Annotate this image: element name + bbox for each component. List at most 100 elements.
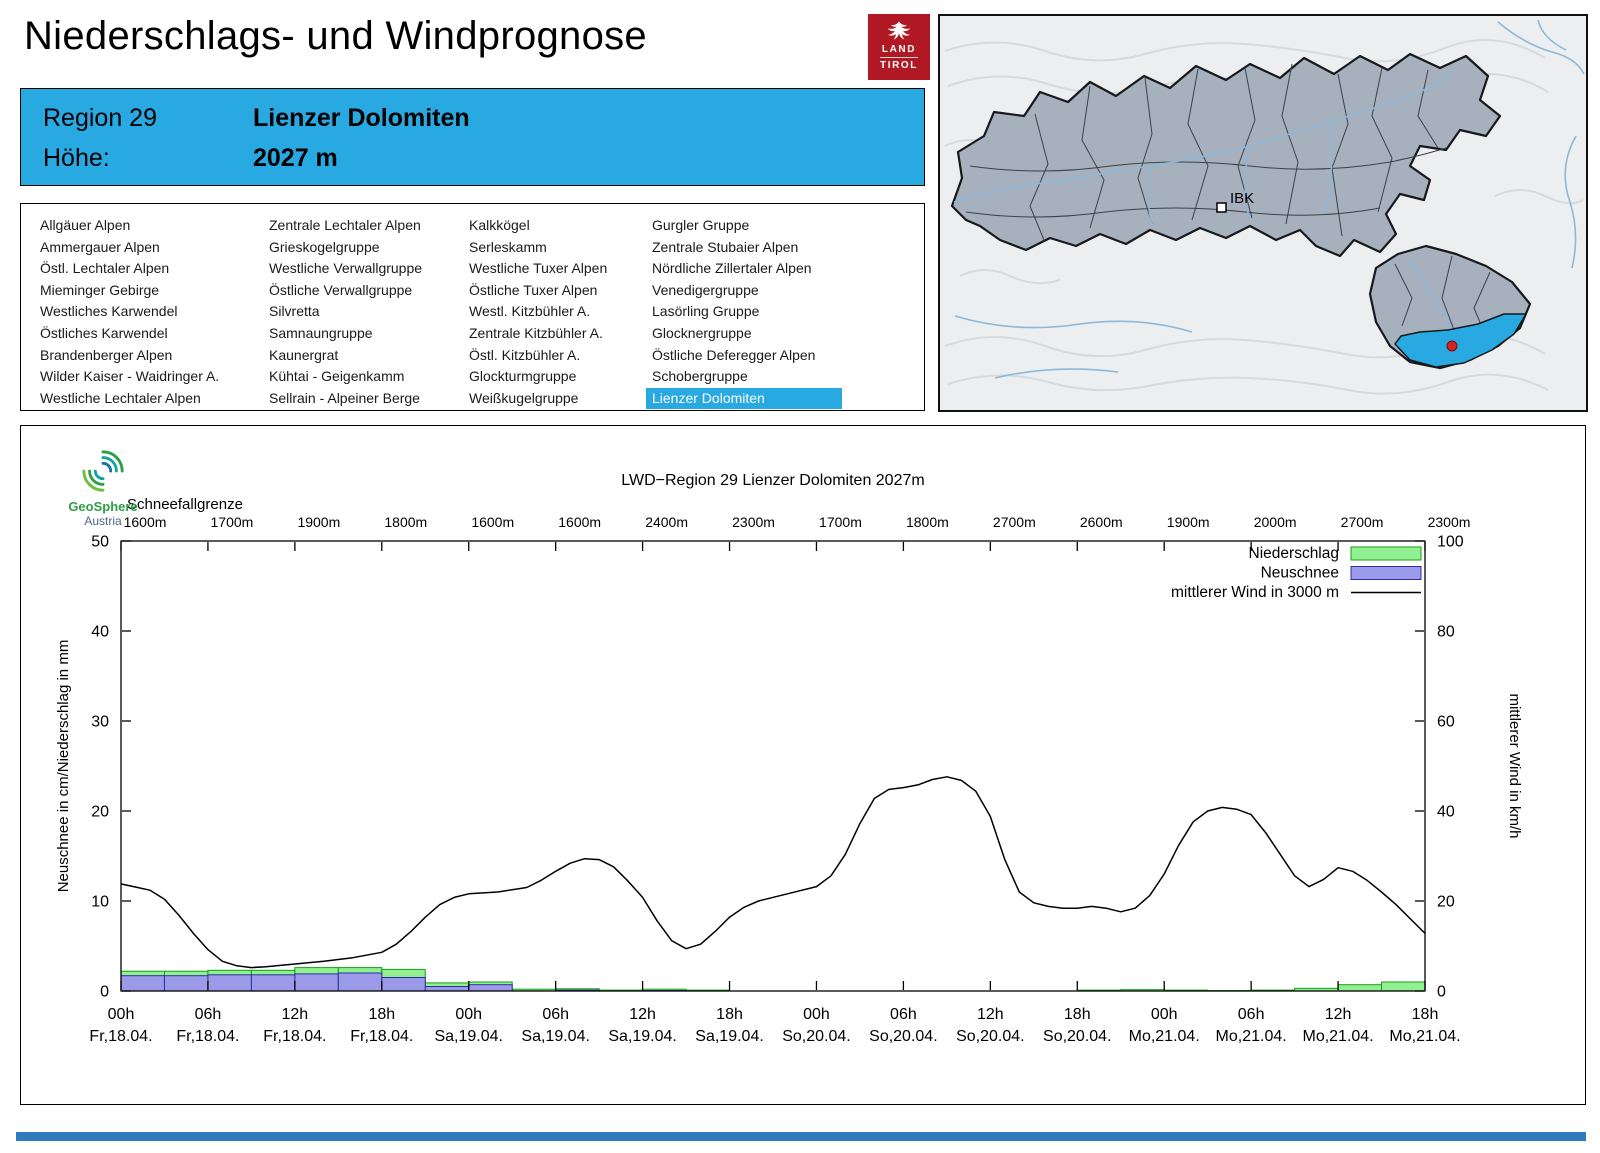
region-list-item[interactable]: Wilder Kaiser - Waidringer A.	[40, 368, 220, 385]
region-list-item[interactable]: Östliche Verwallgruppe	[269, 281, 413, 298]
svg-text:80: 80	[1437, 624, 1455, 641]
region-list-item[interactable]: Grieskogelgruppe	[269, 238, 380, 255]
svg-text:40: 40	[91, 624, 109, 641]
svg-text:2300m: 2300m	[1428, 514, 1471, 530]
region-list-item[interactable]: Östliche Deferegger Alpen	[652, 346, 816, 363]
region-list-item[interactable]: Westliches Karwendel	[40, 303, 178, 320]
region-list-item[interactable]: Venedigergruppe	[652, 281, 759, 298]
region-list-item[interactable]: Östliches Karwendel	[40, 324, 168, 341]
svg-text:Fr,18.04.: Fr,18.04.	[263, 1028, 326, 1045]
svg-text:So,20.04.: So,20.04.	[956, 1028, 1025, 1045]
geosphere-swirl-icon	[82, 450, 124, 492]
region-list-item[interactable]: Kalkkögel	[469, 217, 530, 233]
region-list-item[interactable]: Östl. Kitzbühler A.	[469, 346, 581, 363]
region-list-item[interactable]: Samnaungruppe	[269, 324, 373, 341]
svg-text:18h: 18h	[716, 1006, 743, 1023]
svg-text:1700m: 1700m	[211, 514, 254, 530]
svg-text:00h: 00h	[1151, 1006, 1178, 1023]
geosphere-country: Austria	[84, 514, 122, 528]
tyrol-overview-map[interactable]: IBK	[938, 14, 1588, 412]
svg-text:Niederschlag: Niederschlag	[1249, 545, 1339, 562]
svg-text:2000m: 2000m	[1254, 514, 1297, 530]
svg-text:1600m: 1600m	[124, 514, 167, 530]
region-list-item[interactable]: Brandenberger Alpen	[40, 346, 173, 363]
region-list-item[interactable]: Lasörling Gruppe	[652, 303, 760, 320]
axes: 0 10 20 30 40 50 0 20 40 60 80 100 00h Fr,18.04. 06h Fr…	[89, 534, 1463, 1046]
selected-region-lienzer-dolomiten[interactable]	[1394, 313, 1527, 368]
region-list-item[interactable]: Kaunergrat	[269, 346, 339, 363]
region-name: Lienzer Dolomiten	[253, 103, 470, 132]
svg-text:50: 50	[91, 534, 109, 551]
region-list-item[interactable]: Westliche Lechtaler Alpen	[40, 389, 201, 406]
svg-text:Sa,19.04.: Sa,19.04.	[695, 1028, 764, 1045]
region-list-item[interactable]: Westliche Tuxer Alpen	[469, 260, 608, 277]
geosphere-name: GeoSphere	[68, 499, 138, 514]
svg-text:Sa,19.04.: Sa,19.04.	[434, 1028, 503, 1045]
svg-text:mittlerer Wind in 3000 m: mittlerer Wind in 3000 m	[1171, 584, 1339, 601]
region-number-label: Region 29	[43, 103, 157, 132]
svg-text:Sa,19.04.: Sa,19.04.	[608, 1028, 677, 1045]
svg-text:So,20.04.: So,20.04.	[782, 1028, 851, 1045]
svg-text:1900m: 1900m	[1167, 514, 1210, 530]
svg-text:2700m: 2700m	[993, 514, 1036, 530]
region-list-item[interactable]: Glocknergruppe	[652, 324, 752, 341]
svg-text:12h: 12h	[1325, 1006, 1352, 1023]
region-list-item[interactable]: Gurgler Gruppe	[652, 217, 750, 233]
svg-text:Mo,21.04.: Mo,21.04.	[1302, 1028, 1373, 1045]
left-axis-title: Neuschnee in cm/Niederschlag in mm	[55, 640, 72, 893]
region-list-item[interactable]: Westl. Kitzbühler A.	[469, 303, 591, 320]
svg-text:0: 0	[100, 984, 109, 1001]
svg-text:0: 0	[1437, 984, 1446, 1001]
region-row: Region 29 Lienzer Dolomiten	[43, 98, 924, 138]
geosphere-logo: GeoSphere Austria	[55, 448, 151, 528]
svg-text:Mo,21.04.: Mo,21.04.	[1216, 1028, 1287, 1045]
ibk-marker	[1216, 202, 1227, 213]
region-list-item[interactable]: Weißkugelgruppe	[469, 389, 579, 406]
svg-text:Sa,19.04.: Sa,19.04.	[521, 1028, 590, 1045]
region-list-item[interactable]: Zentrale Kitzbühler A.	[469, 324, 603, 341]
svg-text:12h: 12h	[977, 1006, 1004, 1023]
region-list-item[interactable]: Silvretta	[269, 303, 320, 320]
svg-text:18h: 18h	[1064, 1006, 1091, 1023]
svg-text:12h: 12h	[629, 1006, 656, 1023]
svg-text:2700m: 2700m	[1341, 514, 1384, 530]
plot-border	[120, 540, 1426, 992]
region-list-item[interactable]: Östl. Lechtaler Alpen	[40, 260, 170, 277]
region-list-item[interactable]: Ammergauer Alpen	[40, 238, 160, 255]
altitude-row: Höhe: 2027 m	[43, 138, 924, 178]
right-axis-title: mittlerer Wind in km/h	[1506, 693, 1523, 838]
region-list-item[interactable]: Östliche Tuxer Alpen	[469, 281, 598, 298]
snowline-label: Schneefallgrenze	[127, 496, 243, 513]
chart-title: LWD−Region 29 Lienzer Dolomiten 2027m	[621, 472, 924, 489]
region-list-item[interactable]: Nördliche Zillertaler Alpen	[652, 260, 812, 277]
region-list-item[interactable]: Schobergruppe	[652, 368, 748, 385]
region-list-item[interactable]: Serleskamm	[469, 238, 547, 255]
region-list-item[interactable]: Allgäuer Alpen	[40, 217, 131, 233]
region-list-item[interactable]: Westliche Verwallgruppe	[269, 260, 423, 277]
svg-text:06h: 06h	[1238, 1006, 1265, 1023]
svg-text:1700m: 1700m	[819, 514, 862, 530]
region-list-column: Allgäuer Alpen Ammergauer Alpen Östl. Lech…	[34, 215, 263, 410]
svg-text:Fr,18.04.: Fr,18.04.	[176, 1028, 239, 1045]
svg-text:40: 40	[1437, 804, 1455, 821]
svg-text:06h: 06h	[195, 1006, 222, 1023]
footer-bar	[16, 1132, 1586, 1141]
svg-text:2300m: 2300m	[732, 514, 775, 530]
region-list-item[interactable]: Zentrale Stubaier Alpen	[652, 238, 799, 255]
region-list-item-selected[interactable]: Lienzer Dolomiten	[646, 387, 842, 410]
region-list-column: Gurgler Gruppe Zentrale Stubaier Alpen Nör…	[646, 215, 842, 410]
region-list-item[interactable]: Sellrain - Alpeiner Berge	[269, 389, 420, 406]
svg-text:2600m: 2600m	[1080, 514, 1123, 530]
svg-text:1800m: 1800m	[384, 514, 427, 530]
region-list-item[interactable]: Zentrale Lechtaler Alpen	[269, 217, 421, 233]
region-list-item[interactable]: Glockturmgruppe	[469, 368, 577, 385]
land-tirol-logo: LAND TIROL	[868, 14, 930, 80]
page-title: Niederschlags- und Windprognose	[24, 14, 647, 58]
region-list-item[interactable]: Kühtai - Geigenkamm	[269, 368, 405, 385]
svg-text:1800m: 1800m	[906, 514, 949, 530]
svg-text:10: 10	[91, 894, 109, 911]
region-list-item[interactable]: Mieminger Gebirge	[40, 281, 160, 298]
wind-line	[120, 776, 1426, 969]
svg-text:18h: 18h	[368, 1006, 395, 1023]
